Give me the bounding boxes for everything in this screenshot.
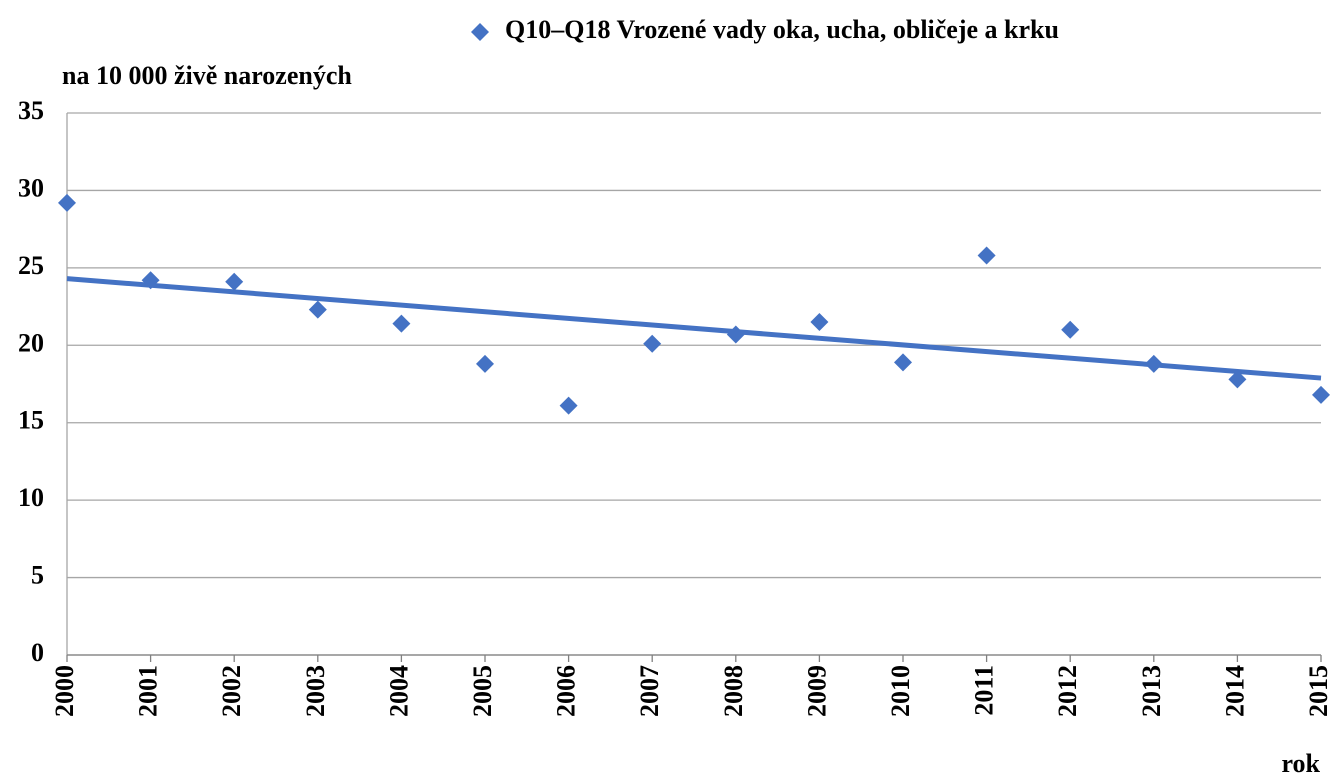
x-tick-label: 2008 (719, 665, 748, 717)
marker (392, 314, 411, 333)
x-tick-label: 2005 (468, 665, 497, 717)
legend-label: Q10–Q18 Vrozené vady oka, ucha, obličeje… (505, 15, 1059, 44)
x-tick-label: 2010 (886, 665, 915, 717)
x-tick-label: 2014 (1220, 665, 1249, 717)
marker (977, 246, 996, 265)
marker (726, 325, 745, 344)
marker (643, 334, 662, 353)
x-tick-label: 2000 (50, 665, 79, 717)
y-tick-label: 10 (18, 483, 44, 512)
x-tick-label: 2015 (1304, 665, 1333, 717)
x-tick-label: 2004 (384, 665, 413, 717)
y-tick-label: 20 (18, 328, 44, 357)
marker (476, 354, 494, 373)
y-tick-label: 0 (31, 638, 44, 667)
x-tick-label: 2003 (301, 665, 330, 717)
marker (1061, 320, 1080, 339)
marker (1144, 354, 1163, 373)
marker (559, 396, 578, 415)
legend-marker (471, 23, 489, 41)
marker (308, 300, 327, 319)
x-tick-label: 2009 (802, 665, 831, 717)
y-tick-label: 30 (18, 173, 44, 202)
x-tick-label: 2013 (1137, 665, 1166, 717)
marker (225, 272, 244, 291)
marker (58, 193, 76, 212)
y-axis-title: na 10 000 živě narozených (62, 61, 352, 90)
marker (810, 313, 829, 332)
x-tick-label: 2002 (217, 665, 246, 717)
x-tick-label: 2006 (552, 665, 581, 717)
marker (1312, 385, 1330, 404)
marker (894, 353, 912, 372)
marker (1228, 370, 1247, 389)
y-tick-label: 25 (18, 251, 44, 280)
trend-line (66, 276, 1322, 381)
x-tick-label: 2012 (1053, 665, 1082, 717)
x-tick-label: 2011 (970, 665, 999, 716)
x-axis-title: rok (1281, 749, 1320, 778)
y-tick-label: 5 (31, 561, 44, 590)
x-tick-label: 2007 (635, 665, 664, 717)
y-tick-label: 35 (18, 96, 44, 125)
y-tick-label: 15 (18, 406, 44, 435)
marker (141, 271, 160, 290)
x-tick-label: 2001 (134, 665, 163, 717)
